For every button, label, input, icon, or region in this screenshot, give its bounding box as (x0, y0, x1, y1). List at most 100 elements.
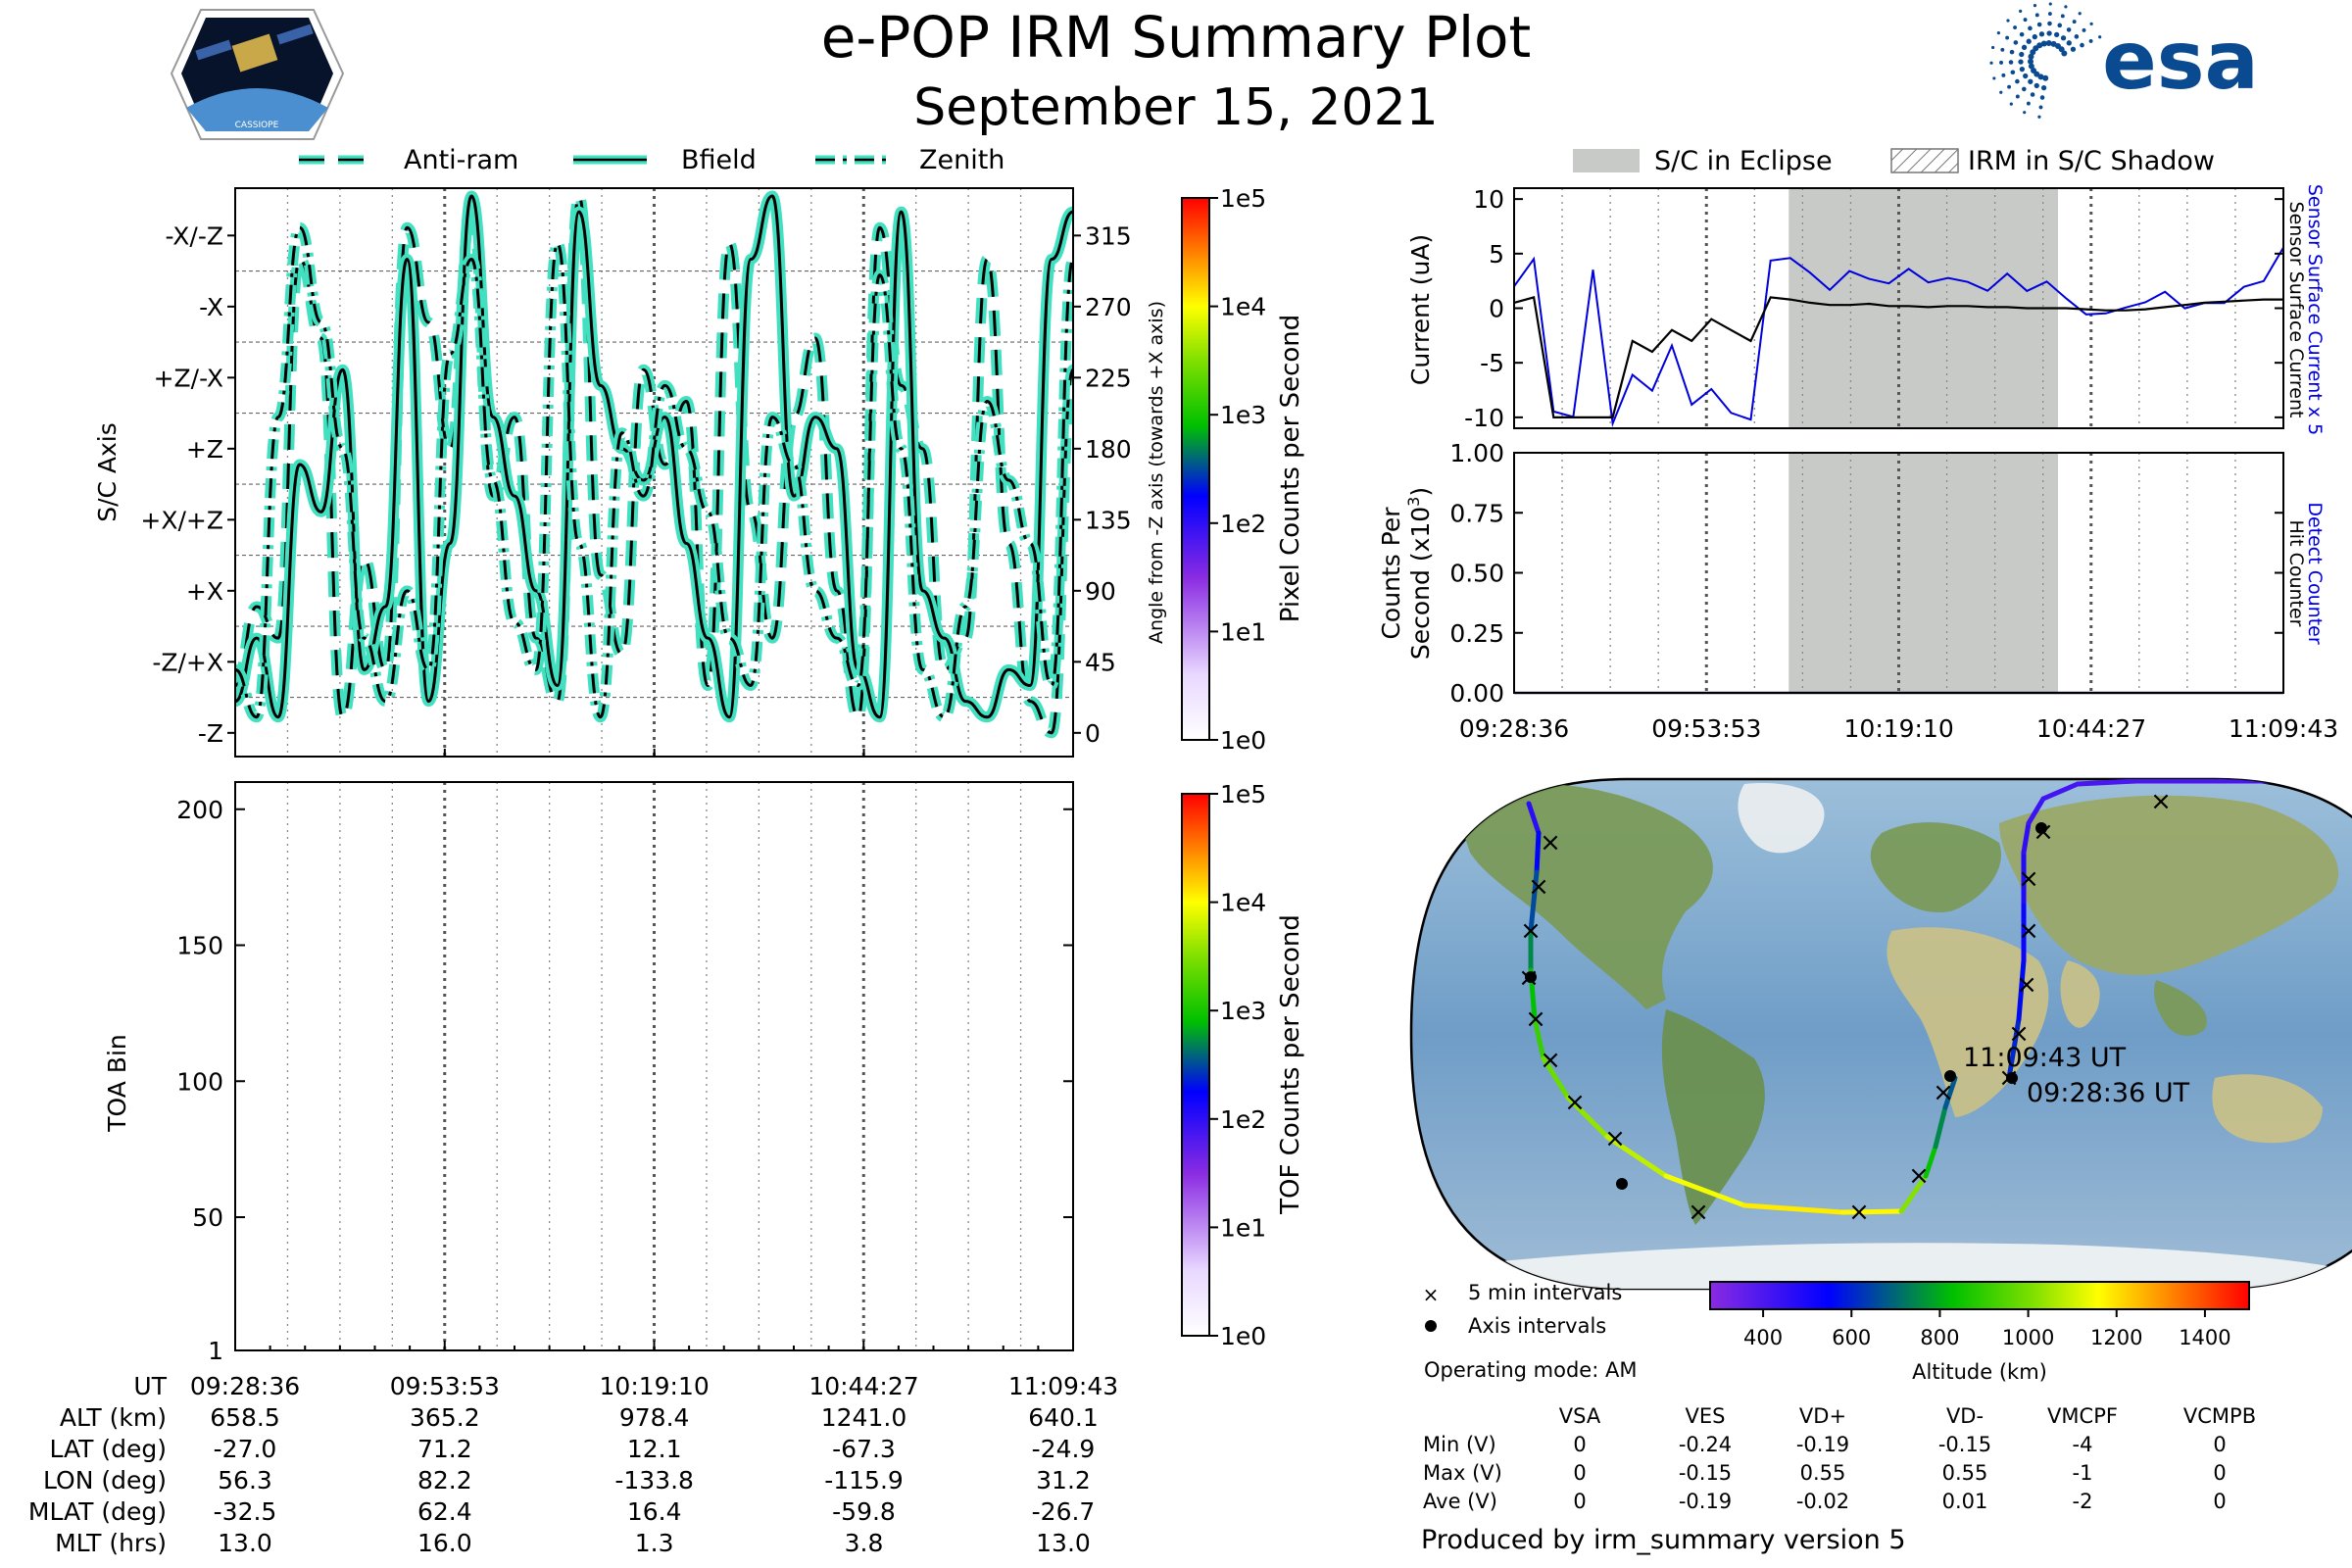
pixel-counts-colorbar (1181, 197, 1210, 741)
five-min-marker: × (1604, 1124, 1626, 1153)
esa-logo-icon: esa (1989, 2, 2259, 119)
esa-logo-text: esa (2102, 15, 2259, 108)
ephemeris-cell: 10:44:27 (808, 1372, 918, 1400)
colorbar-tick-label: 1e4 (1220, 293, 1266, 321)
ephemeris-cell: 978.4 (619, 1403, 690, 1432)
colorbar-tick-label: 1400 (2179, 1326, 2230, 1349)
voltage-row-label: Max (V) (1423, 1461, 1502, 1485)
voltage-column-header: VD- (1946, 1404, 1984, 1428)
esa-logo-dot (1999, 90, 2003, 94)
y-tick-label: 5 (1489, 240, 1504, 269)
five-min-marker: × (2018, 864, 2039, 894)
esa-logo-dot (2023, 18, 2028, 23)
series-bfield-line (235, 194, 1073, 719)
esa-logo-dot (2028, 53, 2034, 60)
esa-logo-dot (2082, 27, 2086, 32)
ephemeris-cell: 71.2 (417, 1435, 472, 1463)
esa-logo-dot (2064, 5, 2068, 9)
voltage-row-label: Ave (V) (1423, 1490, 1497, 1513)
ephemeris-table: UT 09:28:36 09:53:53 10:19:10 10:44:27 11:09:… (28, 1372, 1118, 1557)
ephemeris-cell: 56.3 (218, 1466, 272, 1494)
voltage-cell: 0.55 (1942, 1461, 1988, 1485)
esa-logo-dot (2018, 59, 2024, 65)
colorbar-tick-label: 1e5 (1220, 780, 1266, 808)
orbit-track-segment (2075, 779, 2139, 787)
esa-logo-dot (2019, 31, 2025, 37)
ephemeris-cell: -59.8 (832, 1497, 896, 1526)
voltage-cell: 0 (2213, 1433, 2226, 1456)
five-min-marker: × (1525, 1004, 1546, 1034)
esa-logo-dot (2048, 2, 2052, 6)
ephemeris-cell: 10:19:10 (600, 1372, 710, 1400)
series-line (1513, 296, 2283, 418)
sc-axis-tick-label: -X (199, 293, 223, 321)
five-min-marker: × (1528, 872, 1549, 902)
y-tick-label: 10 (1473, 185, 1504, 214)
current-panel: -10 -5 0 5 10 Current (uA) Sensor Surface Cu… (1406, 184, 2326, 435)
esa-logo-dot (2050, 40, 2057, 47)
toa-tick-label: 150 (176, 932, 223, 960)
legend-anti-ram: Anti-ram (404, 145, 518, 175)
ephemeris-cell: 31.2 (1036, 1466, 1091, 1494)
voltage-cell: -0.15 (1938, 1433, 1991, 1456)
five-min-marker: × (2150, 787, 2172, 816)
legend-eclipse: S/C in Eclipse (1654, 146, 1833, 176)
voltage-column-header: VSA (1559, 1404, 1601, 1428)
cassiope-logo-text: CASSIOPE (235, 121, 279, 130)
colorbar-tick-label: 1e0 (1220, 726, 1266, 755)
altitude-colorbar: 400 600 800 1000 1200 1400 Altitude (km) (1709, 1281, 2250, 1384)
orbit-track-segment (1923, 1144, 1938, 1179)
esa-logo-dot (2001, 73, 2006, 77)
esa-logo-dot (2098, 35, 2102, 39)
axis-interval-marker (1944, 1070, 1956, 1082)
angle-tick-label: 0 (1085, 719, 1101, 748)
orbit-track-segment (1526, 801, 1542, 836)
time-tick-label: 09:53:53 (1651, 714, 1761, 743)
orbit-track-segment (1534, 830, 1542, 875)
altitude-colorbar-label: Altitude (km) (1912, 1360, 2047, 1384)
colorbar-tick-label: 1e3 (1220, 997, 1266, 1025)
esa-logo-dot (2022, 86, 2027, 92)
counts-right-label-black: Hit Counter (2285, 520, 2307, 627)
esa-logo-dot (2013, 25, 2018, 30)
ephemeris-cell: 62.4 (417, 1497, 472, 1526)
voltage-row-label: Min (V) (1423, 1433, 1496, 1456)
angle-tick-label: 90 (1085, 577, 1116, 606)
esa-logo-dot (2089, 22, 2093, 25)
angle-axis-label: Angle from -Z axis (towards +X axis) (1146, 301, 1167, 644)
voltage-cell: 0.01 (1942, 1490, 1988, 1513)
orbit-track-segment (1933, 1104, 1948, 1150)
esa-logo-dot (1989, 61, 1993, 65)
ephemeris-cell: -67.3 (832, 1435, 896, 1463)
voltage-column-header: VES (1686, 1404, 1726, 1428)
tof-counts-colorbar-label: TOF Counts per Second (1276, 914, 1305, 1215)
ephemeris-cell: 82.2 (417, 1466, 472, 1494)
orbit-track-segment (1528, 869, 1540, 934)
voltage-cell: 0 (2213, 1461, 2226, 1485)
toa-tick-label: 200 (176, 796, 223, 824)
orbit-track-segment (1898, 1173, 1929, 1214)
esa-logo-dot (2009, 49, 2015, 55)
voltage-cell: -1 (2073, 1461, 2093, 1485)
angle-tick-label: 180 (1085, 435, 1132, 464)
esa-logo-dot (2046, 30, 2052, 36)
toa-tick-label: 100 (176, 1067, 223, 1096)
colorbar-tick-label: 1e2 (1220, 510, 1266, 538)
colorbar-tick-label: 1000 (2002, 1326, 2054, 1349)
ephemeris-cell: 13.0 (1036, 1529, 1091, 1557)
ephemeris-cell: 16.0 (417, 1529, 472, 1557)
cassiope-mission-logo-icon: CASSIOPE (170, 9, 345, 140)
esa-logo-dot (2010, 70, 2016, 75)
esa-logo-dot (2040, 40, 2047, 47)
esa-logo-dot (2031, 68, 2037, 74)
orbit-track-segment (1604, 1134, 1669, 1179)
ephemeris-cell: -27.0 (214, 1435, 277, 1463)
esa-logo-dot (2019, 51, 2025, 58)
voltage-cell: 0 (1573, 1433, 1586, 1456)
esa-logo-dot (2047, 21, 2052, 26)
esa-logo-dot (2066, 27, 2072, 32)
ephemeris-row-label: MLAT (deg) (28, 1497, 167, 1526)
time-tick-label: 11:09:43 (2229, 714, 2338, 743)
time-tick-label: 10:44:27 (2036, 714, 2146, 743)
ephemeris-cell: 09:53:53 (390, 1372, 500, 1400)
